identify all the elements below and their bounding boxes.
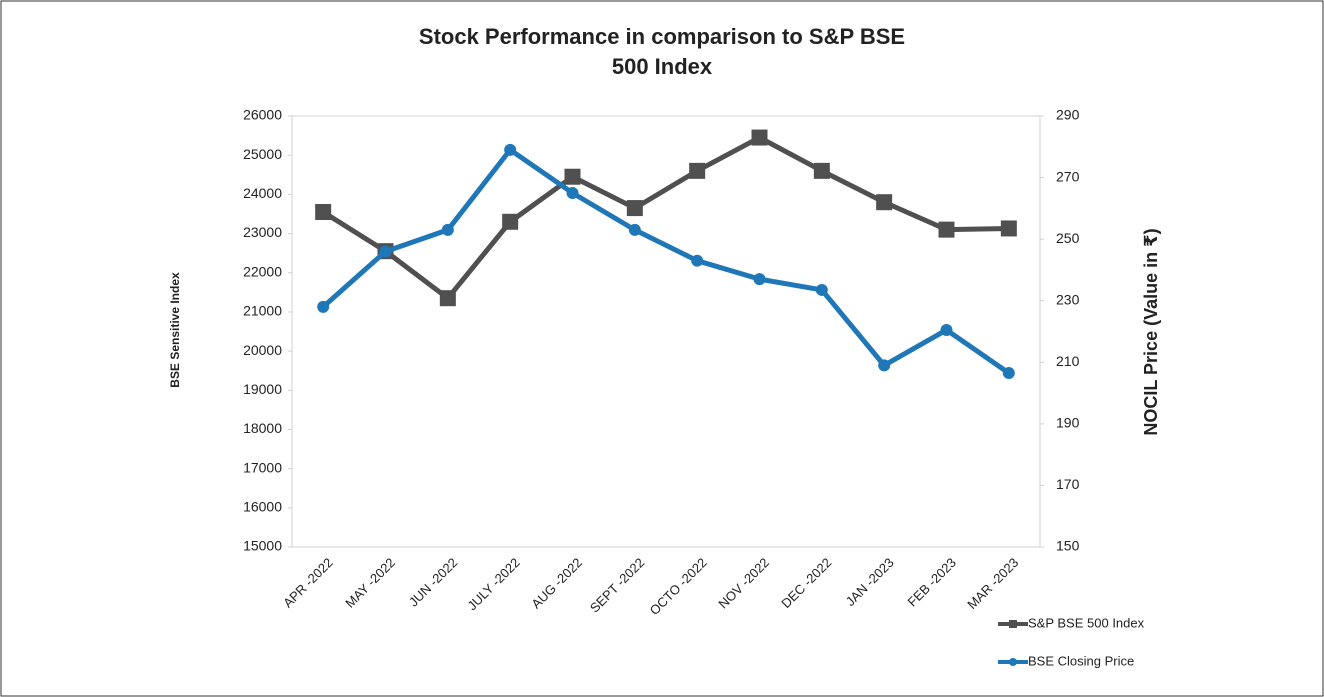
marker — [751, 129, 768, 146]
y2-tick-label: 250 — [1056, 230, 1080, 246]
legend-marker — [1009, 658, 1017, 666]
y-axis-label: BSE Sensitive Index — [168, 272, 182, 388]
y-tick-label: 21000 — [243, 303, 282, 319]
x-tick-label: MAR -2023 — [964, 555, 1021, 612]
y-tick-label: 20000 — [243, 342, 282, 358]
marker — [626, 200, 643, 217]
marker — [815, 283, 828, 296]
plot-area — [291, 115, 1041, 548]
x-tick-label: NOV -2022 — [715, 555, 772, 612]
marker — [315, 203, 332, 220]
marker — [753, 273, 766, 286]
x-tick-label: AUG -2022 — [528, 555, 585, 612]
y-tick-label: 18000 — [243, 420, 282, 436]
y2-tick-label: 150 — [1056, 538, 1080, 554]
y-tick-label: 19000 — [243, 381, 282, 397]
y-tick-label: 26000 — [243, 107, 282, 123]
x-tick-label: APR -2022 — [280, 555, 336, 611]
marker — [317, 300, 330, 313]
marker — [502, 213, 519, 230]
marker — [878, 359, 891, 372]
x-tick-label: OCTO -2022 — [647, 555, 710, 618]
marker — [1000, 220, 1017, 237]
x-tick-label: DEC -2022 — [778, 555, 834, 611]
marker — [379, 245, 392, 258]
marker — [441, 223, 454, 236]
y2-axis-label: NOCIL Price (Value in ₹) — [1141, 228, 1161, 435]
x-tick-label: SEPT -2022 — [587, 555, 648, 616]
x-tick-label: FEB -2023 — [904, 555, 959, 610]
marker — [566, 186, 579, 199]
y2-tick-label: 270 — [1056, 168, 1080, 184]
legend-label: S&P BSE 500 Index — [1028, 615, 1145, 630]
marker — [628, 223, 641, 236]
marker — [940, 323, 953, 336]
y-tick-label: 16000 — [243, 499, 282, 515]
x-tick-label: JAN -2023 — [843, 555, 897, 609]
marker — [876, 194, 893, 211]
y-tick-label: 24000 — [243, 185, 282, 201]
marker — [689, 162, 706, 179]
marker — [938, 221, 955, 238]
x-tick-label: JUN -2022 — [406, 555, 461, 610]
series-line — [321, 147, 1011, 376]
marker — [564, 168, 581, 185]
marker — [504, 143, 517, 156]
y-tick-label: 25000 — [243, 146, 282, 162]
legend-marker — [1009, 620, 1017, 628]
y-tick-label: 23000 — [243, 224, 282, 240]
x-tick-label: MAY -2022 — [342, 555, 398, 611]
chart-title: Stock Performance in comparison to S&P B… — [418, 24, 906, 79]
marker — [691, 254, 704, 267]
series-line — [321, 135, 1009, 301]
marker — [1002, 367, 1015, 380]
y-tick-label: 15000 — [243, 538, 282, 554]
y-tick-label: 22000 — [243, 263, 282, 279]
marker — [813, 162, 830, 179]
y-tick-label: 17000 — [243, 459, 282, 475]
marker — [439, 290, 456, 307]
y2-tick-label: 290 — [1056, 107, 1080, 123]
legend-label: BSE Closing Price — [1028, 653, 1134, 668]
y2-tick-label: 170 — [1056, 476, 1080, 492]
y2-tick-label: 210 — [1056, 353, 1080, 369]
y2-tick-label: 190 — [1056, 415, 1080, 431]
y2-tick-label: 230 — [1056, 291, 1080, 307]
x-tick-label: JULY -2022 — [464, 555, 522, 613]
